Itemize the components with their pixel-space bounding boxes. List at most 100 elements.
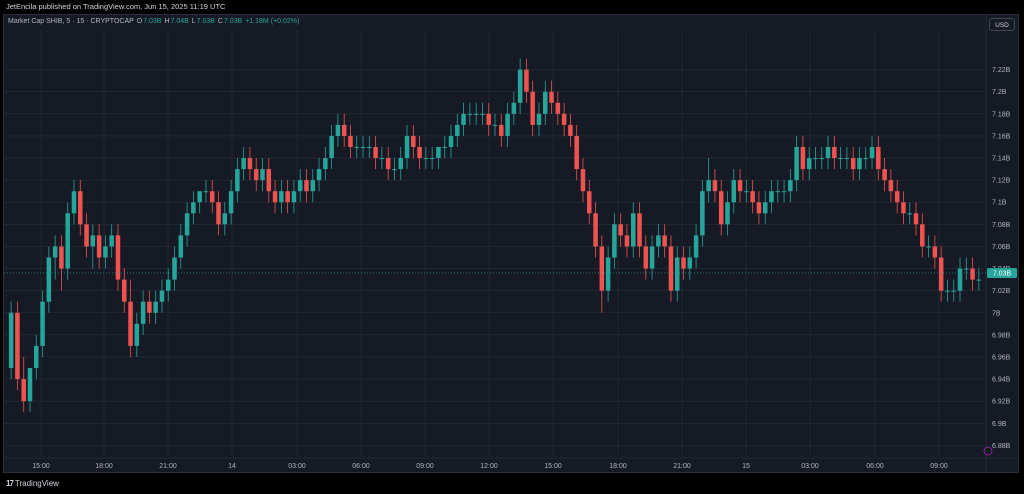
chart-frame[interactable]	[3, 14, 1019, 473]
candle-body	[530, 91, 535, 125]
candle-body	[844, 158, 850, 160]
candle-body	[21, 379, 26, 402]
symbol-label: Market Cap SHIB, 5 · 15 · CRYPTOCAP	[8, 18, 134, 25]
candle-body	[869, 146, 875, 159]
candle-body	[448, 135, 454, 147]
candle-body	[499, 124, 504, 136]
candle-body	[712, 180, 718, 192]
candle-body	[467, 113, 473, 115]
close-label: C	[217, 18, 223, 25]
change-value: +1.18M (+0.02%)	[245, 18, 300, 25]
footer-bar	[0, 474, 1024, 494]
candle-body	[536, 113, 542, 125]
candle-body	[882, 169, 887, 181]
candle-body	[411, 135, 416, 147]
candle-body	[850, 158, 856, 170]
candle-body	[901, 202, 906, 214]
candle-body	[197, 191, 202, 203]
x-tick-label: 15:00	[544, 463, 562, 470]
candle-body	[335, 124, 341, 136]
x-tick-label: 14	[228, 463, 236, 470]
candle-body	[203, 191, 209, 193]
candle-body	[178, 235, 184, 258]
y-tick-label: 7.14B	[992, 156, 1011, 163]
candle-body	[674, 257, 680, 291]
candle-body	[926, 246, 931, 248]
candle-body	[662, 235, 667, 247]
tradingview-logo-icon: 17	[6, 479, 14, 488]
candle-body	[725, 202, 730, 225]
tradingview-logo[interactable]: 17 TradingView	[6, 479, 59, 488]
candle-body	[800, 146, 806, 170]
candle-body	[291, 191, 297, 203]
candle-body	[718, 191, 724, 225]
candle-body	[216, 202, 221, 225]
candle-body	[580, 169, 586, 192]
x-tick-label: 09:00	[930, 463, 948, 470]
candle-body	[964, 268, 969, 270]
candle-body	[285, 191, 290, 203]
candle-body	[228, 191, 234, 214]
candle-body	[951, 290, 956, 292]
low-value: 7.03B	[196, 18, 215, 25]
candle-body	[423, 158, 429, 160]
candle-body	[473, 113, 479, 115]
candle-body	[863, 158, 869, 160]
x-tick-label: 12:00	[480, 463, 498, 470]
candle-body	[794, 146, 799, 181]
candle-body	[65, 213, 70, 269]
candle-body	[561, 113, 567, 125]
candle-body	[455, 124, 460, 136]
candle-body	[762, 202, 768, 214]
candle-body	[618, 224, 623, 236]
candle-body	[511, 102, 517, 114]
candle-body	[480, 113, 485, 115]
candle-body	[436, 146, 441, 159]
candle-body	[159, 290, 165, 302]
candle-body	[543, 91, 548, 114]
top-bar: JetEncila published on TradingView.com, …	[0, 0, 1024, 14]
candle-body	[612, 224, 617, 258]
candle-body	[756, 202, 762, 214]
candle-body	[976, 279, 982, 281]
candle-body	[806, 158, 812, 170]
last-price-label: 7.03B	[993, 271, 1012, 278]
candle-body	[731, 180, 737, 203]
candle-body	[555, 102, 561, 114]
candle-body	[568, 124, 573, 136]
candle-body	[379, 158, 385, 160]
candle-body	[266, 169, 272, 192]
y-tick-label: 7.08B	[992, 222, 1011, 229]
candle-body	[241, 158, 246, 170]
candle-body	[90, 235, 96, 247]
candle-body	[486, 113, 491, 125]
candle-body	[825, 146, 831, 159]
candle-body	[272, 191, 278, 203]
x-tick-label: 03:00	[288, 463, 306, 470]
y-tick-label: 7.2B	[992, 89, 1007, 96]
candle-body	[354, 146, 360, 148]
candle-body	[153, 301, 158, 313]
candle-body	[109, 235, 114, 247]
tradingview-logo-text: TradingView	[14, 479, 59, 488]
candle-body	[247, 158, 253, 170]
candle-body	[574, 135, 579, 170]
candle-body	[341, 124, 347, 136]
x-tick-label: 09:00	[416, 463, 434, 470]
candle-body	[360, 146, 366, 148]
candle-body	[310, 180, 316, 192]
candle-body	[907, 213, 912, 215]
candle-body	[838, 158, 843, 160]
y-tick-label: 7.1B	[992, 200, 1007, 207]
currency-button[interactable]: USD	[989, 18, 1015, 31]
candle-body	[624, 235, 630, 247]
candle-body	[71, 191, 77, 214]
candle-body	[279, 191, 284, 203]
candle-body	[40, 301, 45, 346]
candle-body	[781, 191, 787, 193]
candle-body	[84, 224, 89, 247]
open-value: 7.03B	[143, 18, 162, 25]
candle-body	[819, 158, 825, 160]
last-price-tag	[987, 267, 1017, 278]
